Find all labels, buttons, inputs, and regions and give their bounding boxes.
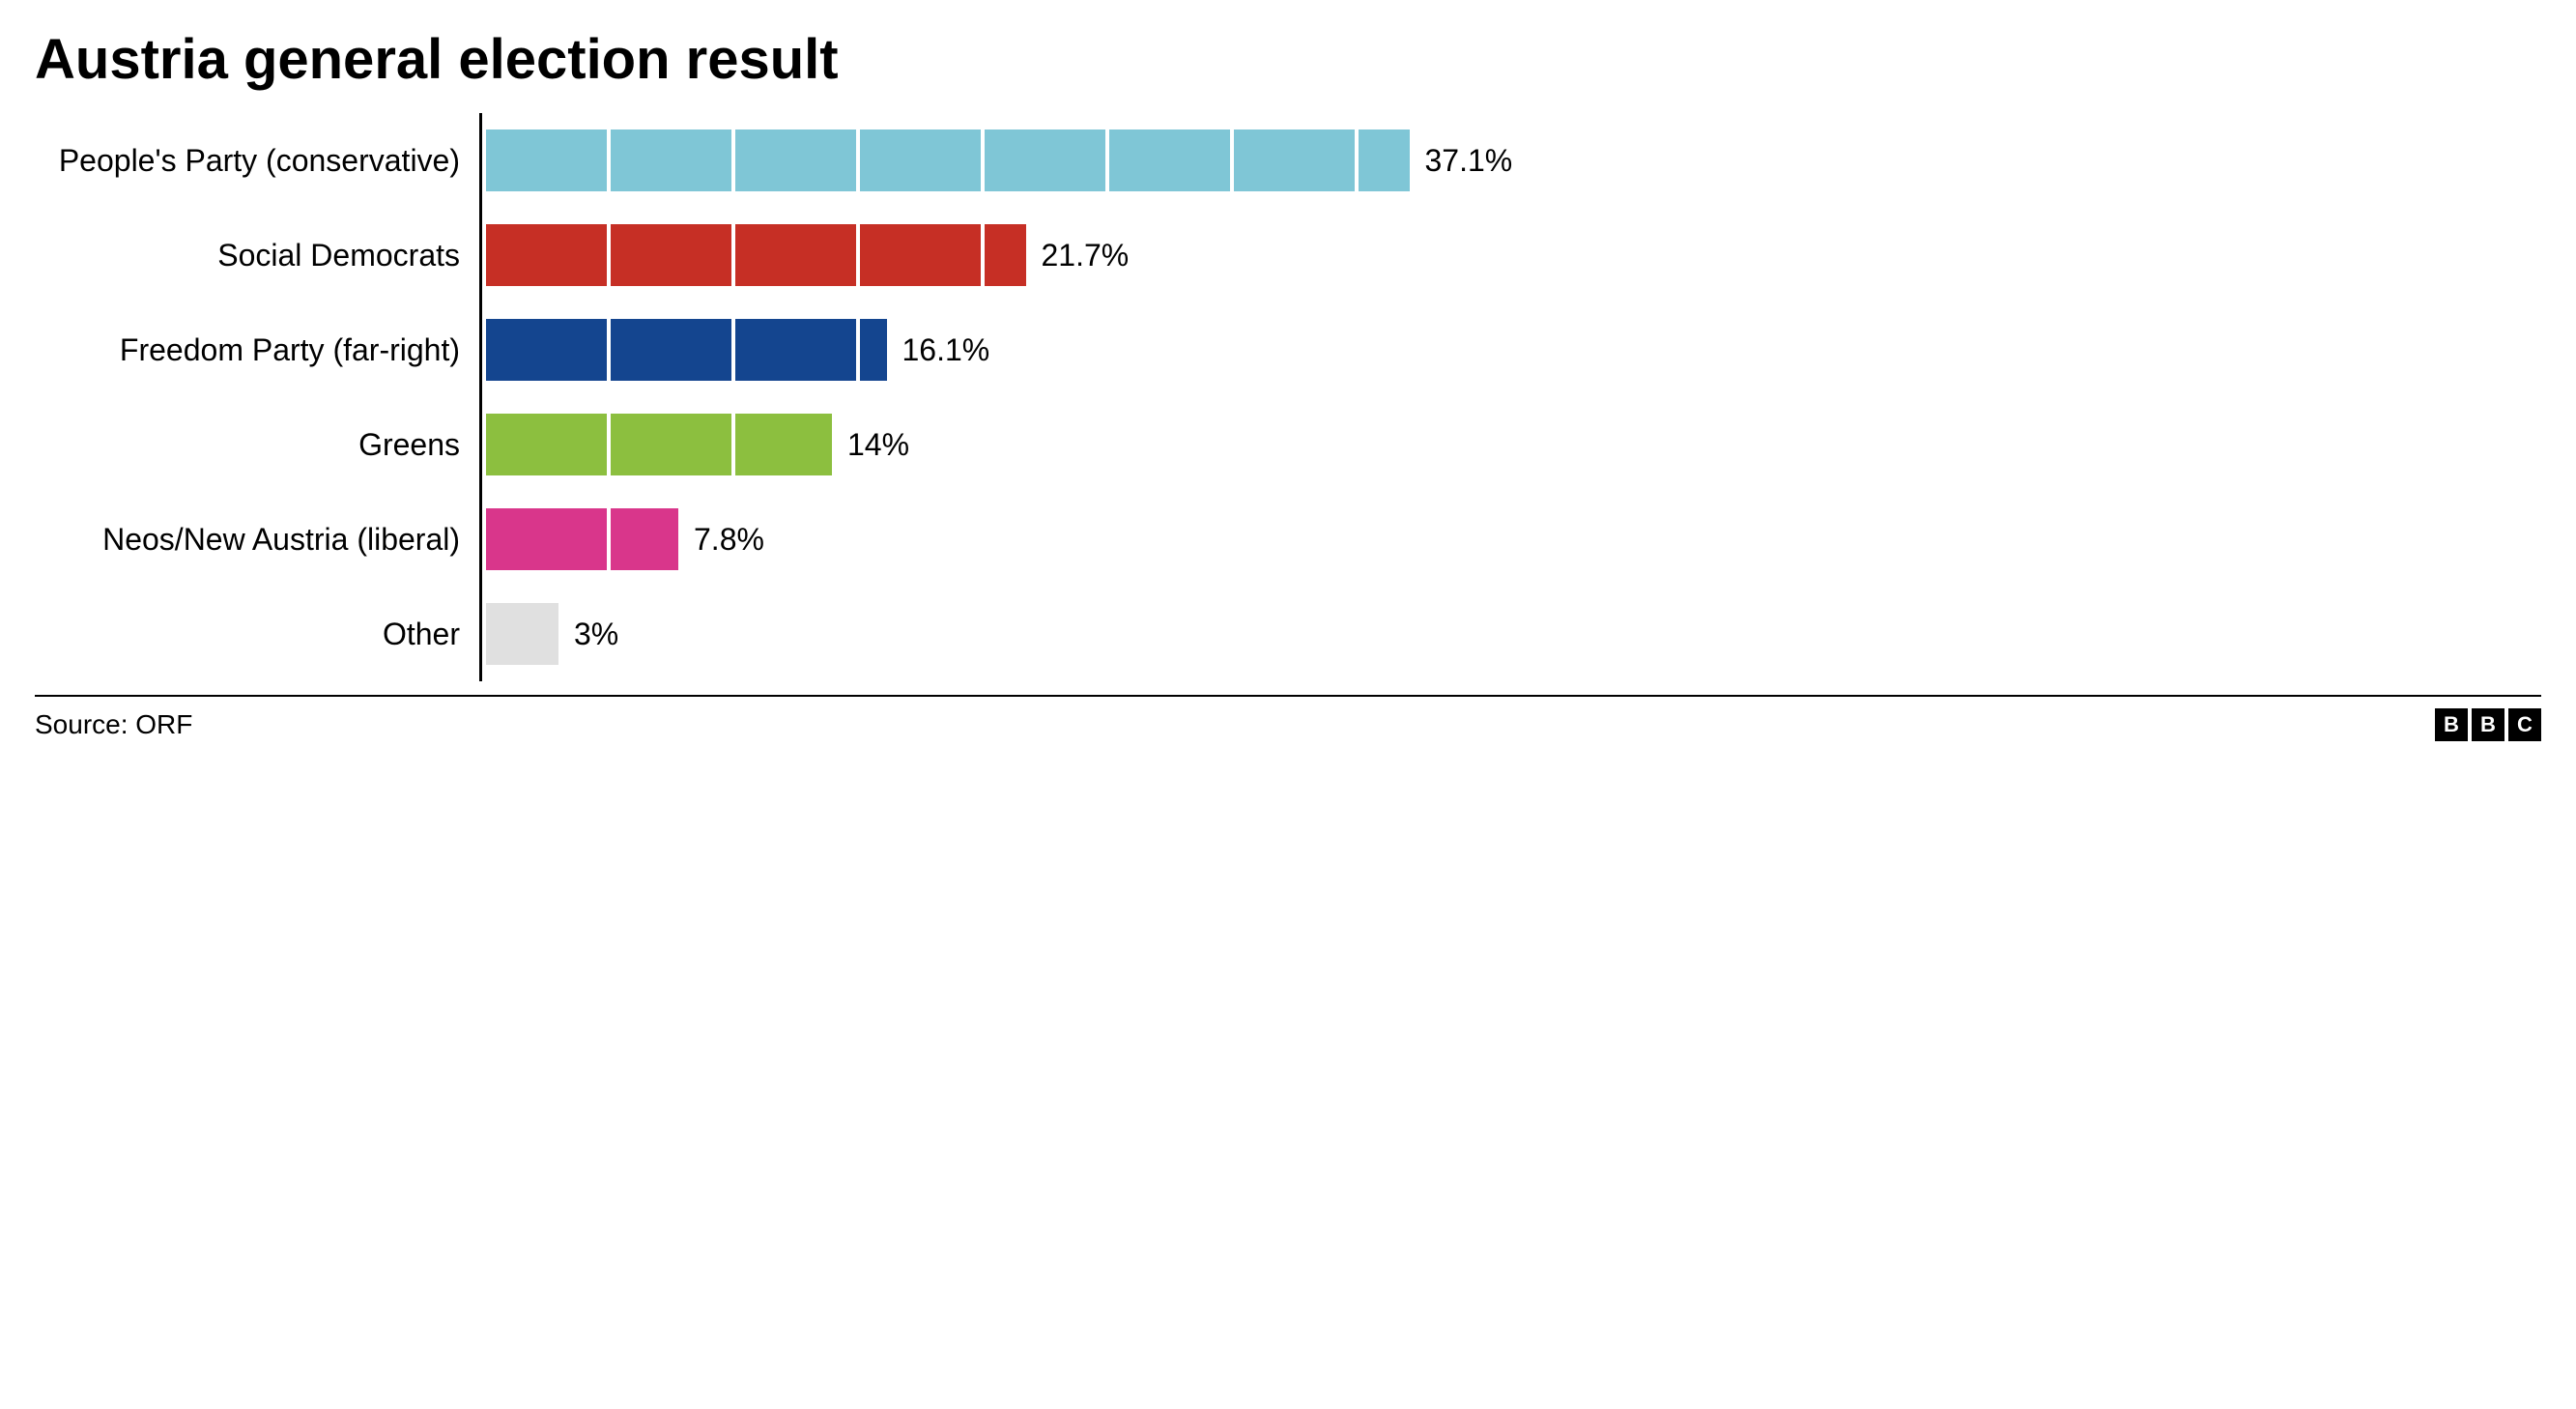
bar-segment bbox=[985, 224, 1026, 286]
bar-segment bbox=[735, 319, 856, 381]
bbc-logo-letter: B bbox=[2435, 708, 2468, 741]
category-label: Other bbox=[35, 617, 479, 652]
bars-column: 37.1% 21.7% 16.1% 14% 7.8% 3% bbox=[479, 113, 2541, 681]
bar-segment bbox=[860, 224, 981, 286]
bar-segment bbox=[486, 224, 607, 286]
category-label: People's Party (conservative) bbox=[35, 143, 479, 179]
bbc-logo-letter: B bbox=[2472, 708, 2504, 741]
category-labels-column: People's Party (conservative) Social Demo… bbox=[35, 113, 479, 681]
category-row: Social Democrats bbox=[35, 208, 479, 302]
category-row: Greens bbox=[35, 397, 479, 492]
bar-row: 14% bbox=[482, 397, 2541, 492]
bar-segment bbox=[985, 129, 1105, 191]
bar bbox=[482, 319, 887, 381]
bar-wrap: 14% bbox=[482, 397, 2541, 492]
bar-value-label: 21.7% bbox=[1042, 238, 1130, 273]
bbc-logo-letter: C bbox=[2508, 708, 2541, 741]
category-row: Neos/New Austria (liberal) bbox=[35, 492, 479, 587]
bar-value-label: 3% bbox=[574, 617, 618, 652]
source-name: ORF bbox=[135, 709, 192, 739]
bar-row: 3% bbox=[482, 587, 2541, 681]
bar-row: 37.1% bbox=[482, 113, 2541, 208]
bar-value-label: 16.1% bbox=[902, 332, 990, 368]
bar-segment bbox=[1234, 129, 1355, 191]
category-label: Greens bbox=[35, 427, 479, 463]
bar bbox=[482, 508, 678, 570]
bar-wrap: 3% bbox=[482, 587, 2541, 681]
bar-value-label: 37.1% bbox=[1425, 143, 1513, 179]
bar-segment bbox=[611, 414, 731, 475]
bar-segment bbox=[735, 129, 856, 191]
bar-wrap: 16.1% bbox=[482, 302, 2541, 397]
bar-value-label: 7.8% bbox=[694, 522, 764, 558]
bbc-logo: BBC bbox=[2435, 708, 2541, 741]
bar-segment bbox=[1109, 129, 1230, 191]
bar bbox=[482, 414, 832, 475]
bar-segment bbox=[486, 603, 558, 665]
category-label: Social Democrats bbox=[35, 238, 479, 273]
category-label: Neos/New Austria (liberal) bbox=[35, 522, 479, 558]
bar-segment bbox=[486, 129, 607, 191]
category-row: Other bbox=[35, 587, 479, 681]
category-row: Freedom Party (far-right) bbox=[35, 302, 479, 397]
bar bbox=[482, 129, 1410, 191]
bar-segment bbox=[735, 414, 832, 475]
bar-row: 16.1% bbox=[482, 302, 2541, 397]
bar-chart: People's Party (conservative) Social Demo… bbox=[35, 113, 2541, 697]
chart-title: Austria general election result bbox=[35, 27, 2541, 92]
bar-wrap: 37.1% bbox=[482, 113, 2541, 208]
bar-segment bbox=[860, 129, 981, 191]
category-label: Freedom Party (far-right) bbox=[35, 332, 479, 368]
bar-value-label: 14% bbox=[847, 427, 909, 463]
bar-segment bbox=[486, 414, 607, 475]
bar-segment bbox=[486, 508, 607, 570]
source-prefix: Source: bbox=[35, 709, 135, 739]
bar bbox=[482, 224, 1026, 286]
source-line: Source: ORF bbox=[35, 709, 192, 740]
bar-wrap: 21.7% bbox=[482, 208, 2541, 302]
bar-segment bbox=[735, 224, 856, 286]
bar-wrap: 7.8% bbox=[482, 492, 2541, 587]
bar-segment bbox=[611, 319, 731, 381]
category-row: People's Party (conservative) bbox=[35, 113, 479, 208]
bar-segment bbox=[486, 319, 607, 381]
bar-row: 21.7% bbox=[482, 208, 2541, 302]
bar-segment bbox=[611, 508, 678, 570]
bar-segment bbox=[1359, 129, 1410, 191]
bar-segment bbox=[611, 129, 731, 191]
bar bbox=[482, 603, 558, 665]
bar-row: 7.8% bbox=[482, 492, 2541, 587]
chart-footer: Source: ORF BBC bbox=[35, 697, 2541, 741]
bar-segment bbox=[860, 319, 887, 381]
bar-segment bbox=[611, 224, 731, 286]
